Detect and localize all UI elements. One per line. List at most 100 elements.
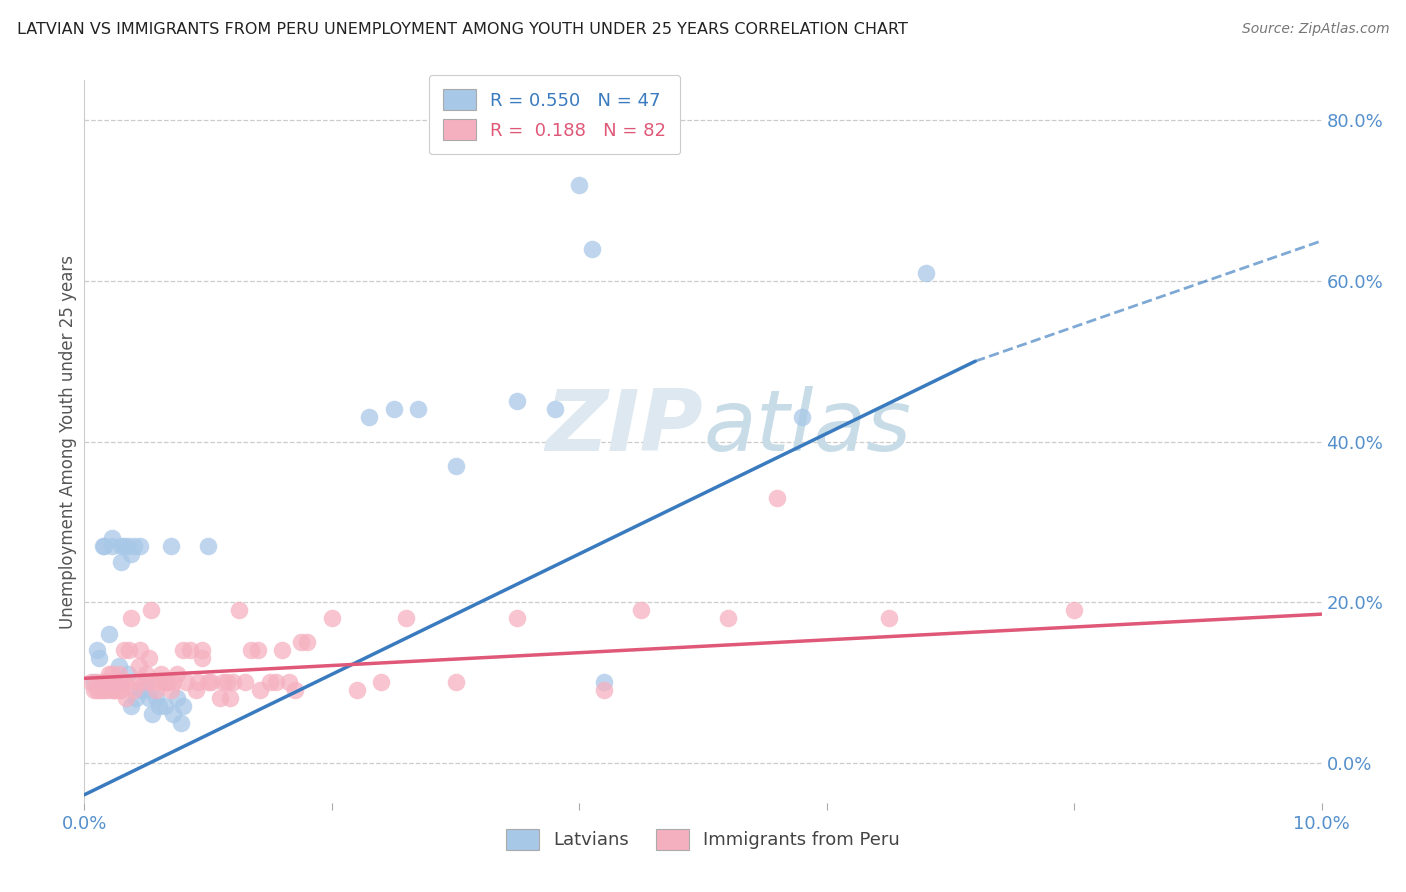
Point xyxy=(89,651,111,665)
Point xyxy=(166,667,188,681)
Point xyxy=(593,675,616,690)
Point xyxy=(110,683,132,698)
Point xyxy=(122,539,145,553)
Point xyxy=(215,675,238,690)
Point xyxy=(233,675,256,690)
Point xyxy=(117,539,139,553)
Point xyxy=(138,691,160,706)
Point xyxy=(170,715,193,730)
Point xyxy=(264,675,287,690)
Point xyxy=(259,675,281,690)
Point xyxy=(271,643,294,657)
Point xyxy=(228,603,250,617)
Point xyxy=(877,611,900,625)
Point xyxy=(104,675,127,690)
Point xyxy=(138,651,160,665)
Point xyxy=(284,683,307,698)
Point xyxy=(120,547,142,561)
Point xyxy=(321,611,343,625)
Point xyxy=(150,667,173,681)
Point xyxy=(129,539,152,553)
Point xyxy=(105,675,128,690)
Point xyxy=(790,410,813,425)
Point xyxy=(197,539,219,553)
Point xyxy=(98,675,121,690)
Point xyxy=(125,675,148,690)
Point xyxy=(157,675,180,690)
Point xyxy=(543,402,565,417)
Point xyxy=(90,683,112,698)
Point xyxy=(630,603,652,617)
Point xyxy=(166,691,188,706)
Point xyxy=(129,643,152,657)
Point xyxy=(153,675,176,690)
Point xyxy=(766,491,789,505)
Point xyxy=(191,651,214,665)
Point xyxy=(110,555,132,569)
Point xyxy=(104,683,127,698)
Point xyxy=(96,675,118,690)
Point xyxy=(172,699,194,714)
Point xyxy=(506,394,529,409)
Point xyxy=(100,539,122,553)
Point xyxy=(408,402,430,417)
Point xyxy=(100,531,122,545)
Point xyxy=(179,643,201,657)
Point xyxy=(83,675,105,690)
Point xyxy=(91,539,114,553)
Point xyxy=(89,683,111,698)
Point xyxy=(141,603,163,617)
Point xyxy=(120,611,142,625)
Point xyxy=(115,675,138,690)
Point xyxy=(295,635,318,649)
Point xyxy=(112,643,135,657)
Point xyxy=(110,675,132,690)
Point xyxy=(172,643,194,657)
Point xyxy=(290,635,312,649)
Point xyxy=(197,675,219,690)
Point xyxy=(108,683,131,698)
Point xyxy=(914,266,936,280)
Y-axis label: Unemployment Among Youth under 25 years: Unemployment Among Youth under 25 years xyxy=(59,254,77,629)
Point xyxy=(174,675,197,690)
Point xyxy=(86,675,108,690)
Point xyxy=(148,699,170,714)
Point xyxy=(162,675,184,690)
Point xyxy=(141,675,163,690)
Point xyxy=(187,675,209,690)
Point xyxy=(104,675,127,690)
Text: LATVIAN VS IMMIGRANTS FROM PERU UNEMPLOYMENT AMONG YOUTH UNDER 25 YEARS CORRELAT: LATVIAN VS IMMIGRANTS FROM PERU UNEMPLOY… xyxy=(17,22,908,37)
Point xyxy=(162,707,184,722)
Point xyxy=(120,699,142,714)
Point xyxy=(249,683,271,698)
Point xyxy=(444,675,467,690)
Point xyxy=(108,659,131,673)
Point xyxy=(346,683,368,698)
Legend: Latvians, Immigrants from Peru: Latvians, Immigrants from Peru xyxy=(498,820,908,859)
Point xyxy=(222,675,245,690)
Point xyxy=(141,707,163,722)
Point xyxy=(184,683,207,698)
Point xyxy=(382,402,405,417)
Text: ZIP: ZIP xyxy=(546,385,703,468)
Point xyxy=(110,675,132,690)
Point xyxy=(86,643,108,657)
Point xyxy=(593,683,616,698)
Point xyxy=(96,683,118,698)
Point xyxy=(160,539,183,553)
Point xyxy=(219,691,242,706)
Point xyxy=(160,683,183,698)
Point xyxy=(98,627,121,641)
Point xyxy=(103,683,125,698)
Point xyxy=(277,675,299,690)
Point xyxy=(135,667,157,681)
Point xyxy=(93,539,115,553)
Point xyxy=(240,643,263,657)
Text: Source: ZipAtlas.com: Source: ZipAtlas.com xyxy=(1241,22,1389,37)
Point xyxy=(100,667,122,681)
Point xyxy=(93,683,115,698)
Point xyxy=(581,242,603,256)
Point xyxy=(93,675,115,690)
Point xyxy=(125,691,148,706)
Point xyxy=(1063,603,1085,617)
